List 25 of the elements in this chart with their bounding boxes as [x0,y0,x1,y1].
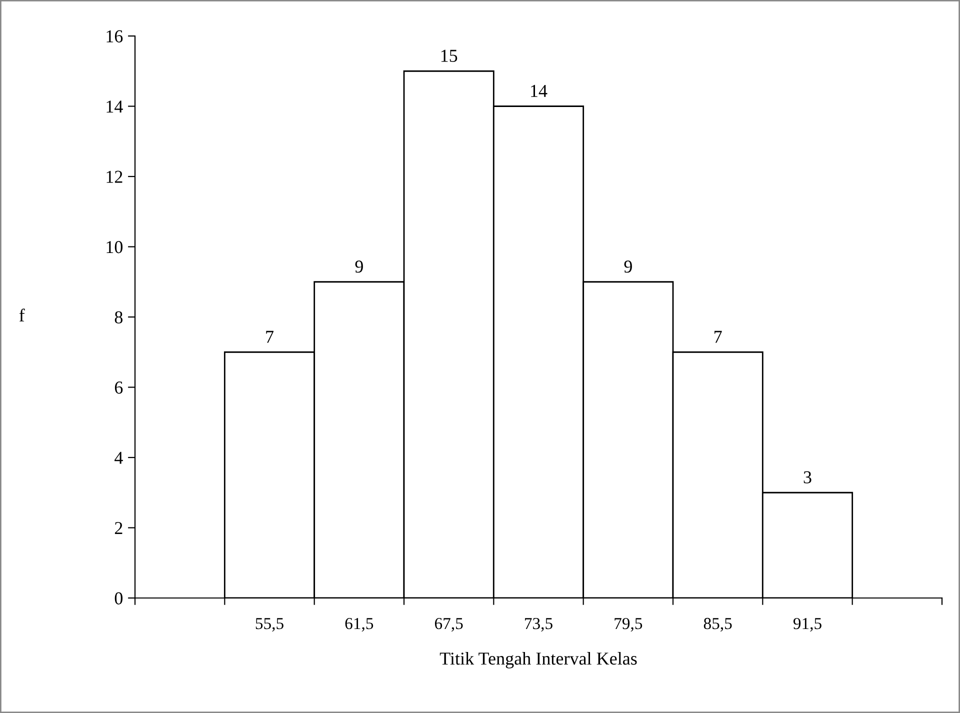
data-label: 9 [355,260,363,273]
x-tick-label: 67,5 [434,618,463,632]
x-tick-label: 85,5 [704,618,732,632]
x-tick-label: 79,5 [614,618,642,632]
x-tick-label: 91,5 [793,618,822,632]
y-tick-label: 8 [114,311,123,324]
x-tick-label: 55,5 [256,618,284,632]
y-tick-label: 2 [114,522,122,534]
y-tick-label: 4 [114,452,123,464]
x-tick-label: 73,5 [525,618,552,632]
y-tick-label: 16 [106,30,123,42]
y-tick-label: 0 [114,592,123,604]
data-label: 14 [531,84,548,97]
y-tick-label: 14 [106,100,123,113]
data-label: 7 [266,330,274,343]
x-axis-title: Titik Tengah Interval Kelas [440,652,637,668]
data-label: 3 [804,471,812,484]
y-axis-title: f [19,308,25,322]
y-tick-label: 12 [106,170,122,183]
y-tick-label: 6 [114,382,123,394]
data-label: 9 [624,260,632,273]
data-label: 15 [441,50,458,62]
data-label: 7 [714,330,722,343]
y-tick-label: 10 [106,241,123,254]
x-tick-label: 61,5 [345,618,374,632]
